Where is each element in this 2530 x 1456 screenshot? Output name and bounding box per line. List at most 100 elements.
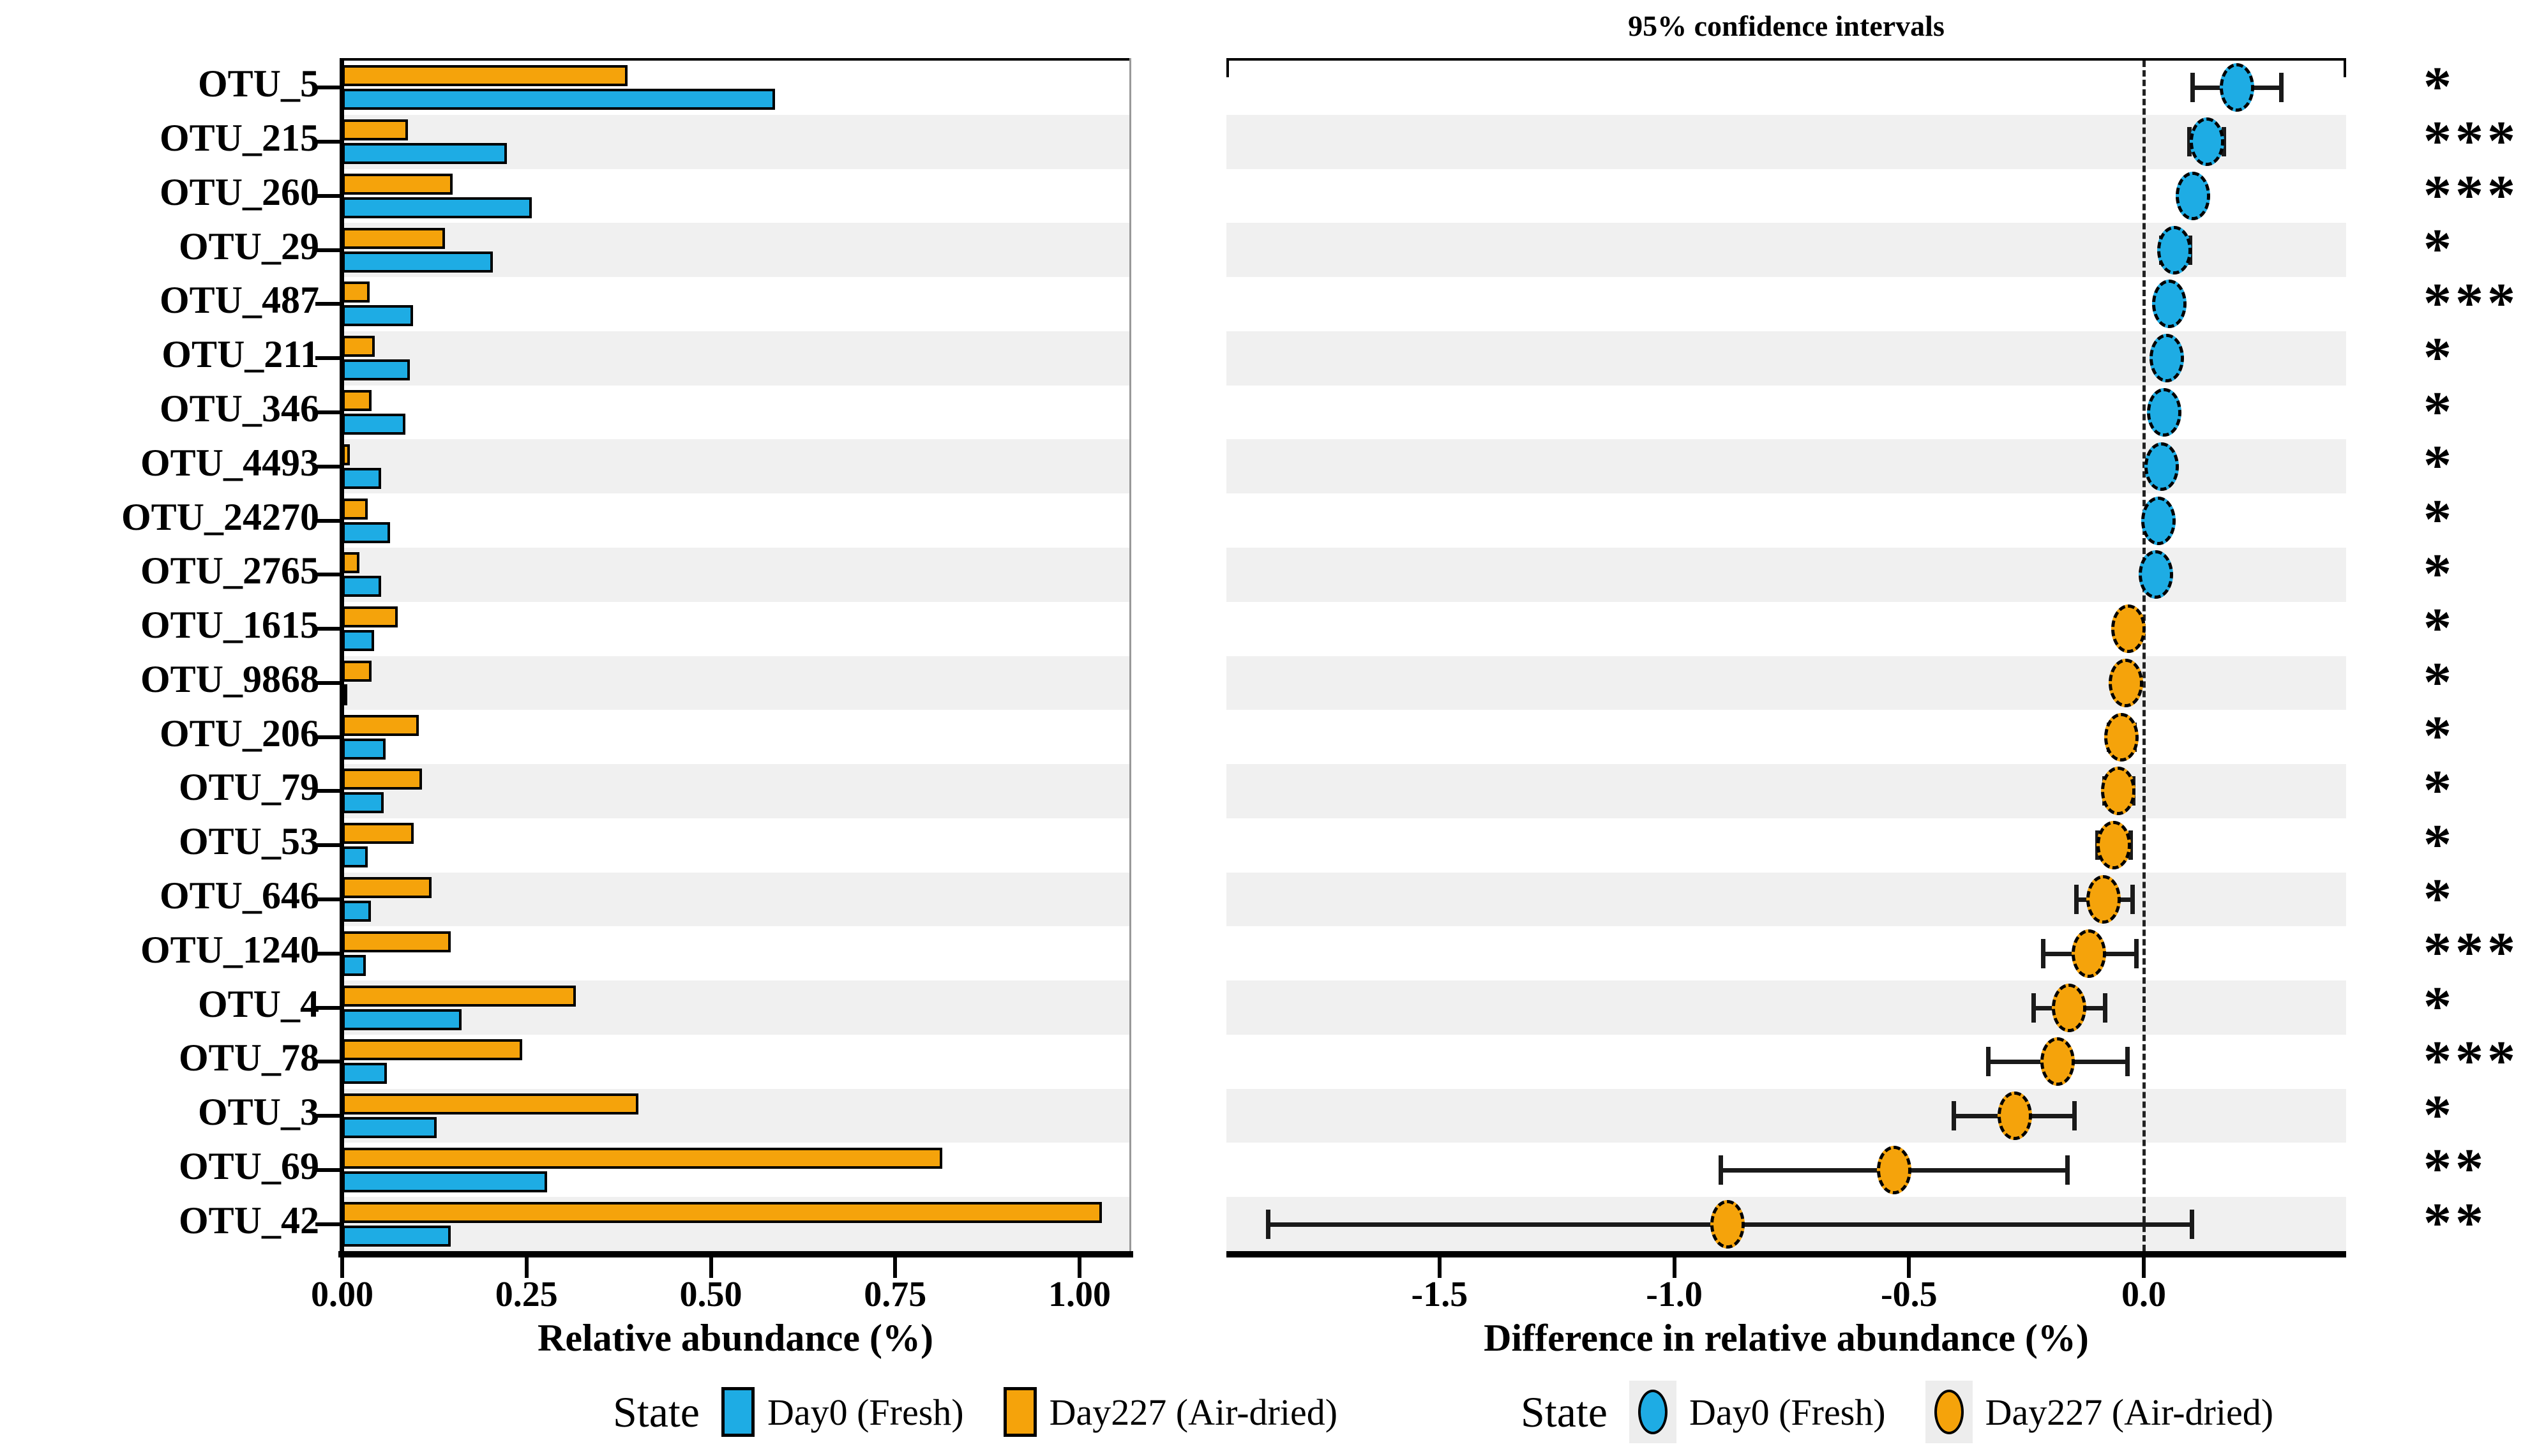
ci-cap-high [2278, 73, 2284, 103]
otu-label: OTU_4 [197, 982, 319, 1025]
x-tick-label: 0.0 [2121, 1275, 2167, 1314]
y-axis-tick [315, 680, 342, 685]
row-shade [342, 439, 1129, 494]
bar-day227 [342, 227, 445, 249]
bar-day0 [342, 846, 368, 868]
y-axis-tick [315, 518, 342, 523]
bar-legend-key-dried [1003, 1387, 1037, 1437]
difference-dot [2219, 63, 2254, 112]
difference-dot [2096, 821, 2131, 870]
dot-legend-marker-dried [1934, 1390, 1964, 1434]
bar-day227 [342, 552, 359, 574]
difference-dot [2101, 767, 2136, 816]
bar-legend-title: State [613, 1387, 700, 1436]
left-x-axis [338, 1251, 1133, 1257]
y-axis-tick [315, 573, 342, 577]
y-axis-tick [315, 1005, 342, 1010]
significance-marker: * [2423, 867, 2455, 930]
difference-dot [2141, 496, 2176, 545]
x-tick-label: 0.50 [679, 1275, 742, 1314]
difference-dot [2086, 874, 2121, 924]
difference-dot [2150, 334, 2185, 383]
bar-day0 [342, 1117, 437, 1139]
otu-label: OTU_487 [159, 279, 319, 322]
bar-day227 [342, 1039, 522, 1061]
right-panel-right-tick [2344, 61, 2346, 77]
right-x-axis [1226, 1251, 2346, 1257]
significance-marker: *** [2423, 1030, 2519, 1092]
difference-dot [2040, 1037, 2075, 1086]
significance-marker: * [2423, 813, 2455, 876]
bar-day227 [342, 390, 372, 412]
difference-dot [2151, 280, 2187, 329]
row-shade [1226, 980, 2346, 1035]
difference-dot [2176, 171, 2211, 220]
bar-day227 [342, 1093, 639, 1115]
ci-cap-high [2190, 1209, 2195, 1239]
difference-dot [2189, 117, 2224, 167]
otu-label: OTU_1240 [140, 928, 319, 971]
otu-label: OTU_211 [162, 333, 319, 376]
ci-cap-low [2187, 127, 2192, 157]
difference-dot [2071, 929, 2106, 978]
row-shade [342, 764, 1129, 818]
bar-legend-label-fresh: Day0 (Fresh) [767, 1391, 964, 1433]
y-axis-tick [315, 86, 342, 90]
x-axis-tick [1907, 1257, 1911, 1278]
row-shade [1226, 764, 2346, 818]
otu-label: OTU_3 [197, 1091, 319, 1134]
otu-label: OTU_1615 [140, 604, 319, 647]
bar-day0 [342, 522, 391, 543]
significance-marker: * [2423, 56, 2455, 118]
bar-legend-key-fresh [721, 1387, 755, 1437]
bar-day0 [342, 467, 382, 489]
significance-marker: * [2423, 1084, 2455, 1146]
otu-label: OTU_78 [178, 1037, 319, 1079]
otu-label: OTU_346 [159, 387, 319, 430]
ci-cap-low [1985, 1047, 1991, 1077]
otu-label: OTU_24270 [121, 495, 319, 538]
bar-day227 [342, 1201, 1102, 1223]
significance-marker: *** [2423, 110, 2519, 172]
x-axis-tick [709, 1257, 713, 1278]
significance-marker: * [2423, 705, 2455, 768]
significance-marker: ** [2423, 1138, 2487, 1201]
otu-label: OTU_5 [197, 63, 319, 105]
bar-day227 [342, 985, 576, 1007]
significance-marker: * [2423, 651, 2455, 714]
bar-day0 [342, 251, 493, 273]
y-axis-tick [315, 843, 342, 848]
otu-label: OTU_646 [159, 874, 319, 917]
x-tick-label: -0.5 [1880, 1275, 1938, 1314]
dot-legend: State Day0 (Fresh) Day227 (Air-dried) [1521, 1371, 2273, 1453]
difference-dot [2146, 388, 2181, 437]
y-axis-tick [315, 627, 342, 631]
difference-dot [1710, 1199, 1745, 1249]
bar-day0 [342, 1063, 388, 1084]
row-shade [342, 547, 1129, 602]
ci-cap-high [2125, 1047, 2130, 1077]
x-tick-label: -1.0 [1646, 1275, 1703, 1314]
significance-marker: * [2423, 489, 2455, 552]
bar-day227 [342, 606, 398, 628]
ci-cap-low [1265, 1209, 1270, 1239]
y-axis-tick [315, 897, 342, 901]
right-panel-left-tick [1226, 61, 1229, 77]
dot-legend-title: State [1521, 1387, 1608, 1436]
x-tick-label: 0.00 [311, 1275, 373, 1314]
bar-day227 [342, 65, 628, 87]
row-shade [1226, 872, 2346, 927]
y-axis-tick [315, 193, 342, 198]
x-axis-tick [1437, 1257, 1442, 1278]
bar-day0 [342, 197, 532, 218]
bar-day227 [342, 173, 453, 195]
x-tick-label: 0.25 [495, 1275, 558, 1314]
y-axis-tick [315, 735, 342, 739]
bar-day227 [342, 119, 408, 141]
significance-marker: * [2423, 597, 2455, 659]
bar-day0 [342, 792, 384, 814]
x-tick-label: 0.75 [864, 1275, 927, 1314]
left-axis-title: Relative abundance (%) [538, 1317, 933, 1359]
dot-legend-label-dried: Day227 (Air-dried) [1985, 1391, 2274, 1433]
